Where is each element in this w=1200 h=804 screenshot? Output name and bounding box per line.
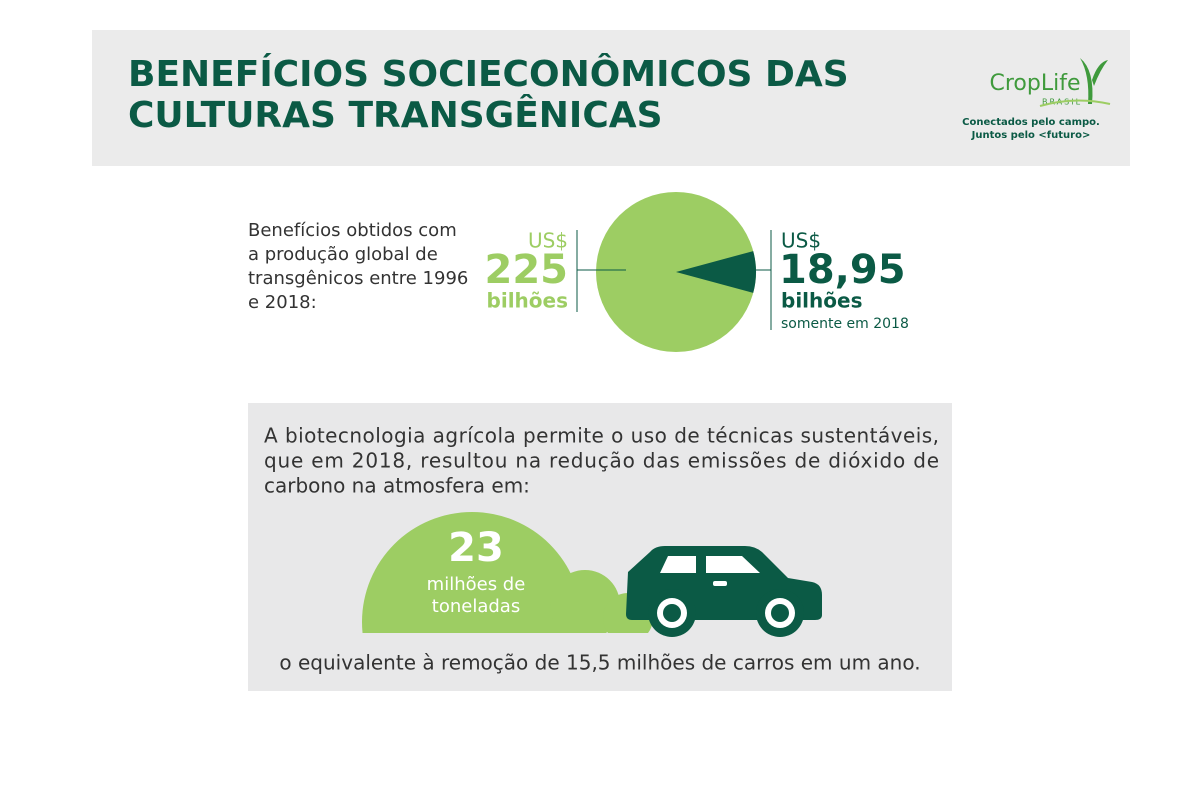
header-bg (92, 30, 1130, 166)
logo-swoosh (1039, 99, 1111, 107)
intro-text: Benefícios obtidos com (248, 220, 457, 241)
unit: bilhões (487, 289, 568, 313)
amount: 23 (448, 525, 504, 571)
pie-slice (676, 251, 756, 293)
value-label: 225 (485, 247, 569, 293)
logo-leaf (1080, 58, 1108, 104)
currency: US$ (781, 229, 821, 253)
title-line: CULTURAS TRANSGÊNICAS (128, 94, 663, 136)
amount-unit: toneladas (432, 596, 520, 617)
equivalent: o equivalente à remoção de 15,5 milhões … (279, 651, 920, 675)
emissions-bg (248, 403, 952, 691)
amount-unit: milhões de (427, 574, 526, 595)
emissions-text: carbono na atmosfera em: (264, 474, 530, 498)
note: somente em 2018 (781, 316, 909, 332)
unit: bilhões (781, 289, 862, 313)
car (626, 546, 822, 637)
value-label: 18,95 (779, 247, 906, 293)
intro-text: e 2018: (248, 292, 317, 313)
logo: CropLife (990, 71, 1081, 96)
intro-text: transgênicos entre 1996 (248, 268, 468, 289)
title-line: BENEFÍCIOS SOCIECONÔMICOS DAS (128, 53, 849, 95)
emissions-text: que em 2018, resultou na redução das emi… (264, 449, 939, 473)
currency: US$ (528, 229, 568, 253)
tagline: Conectados pelo campo. (962, 117, 1100, 128)
emissions-text: A biotecnologia agrícola permite o uso d… (264, 424, 939, 448)
intro-text: a produção global de (248, 244, 438, 265)
tagline: Juntos pelo <futuro> (971, 130, 1091, 141)
